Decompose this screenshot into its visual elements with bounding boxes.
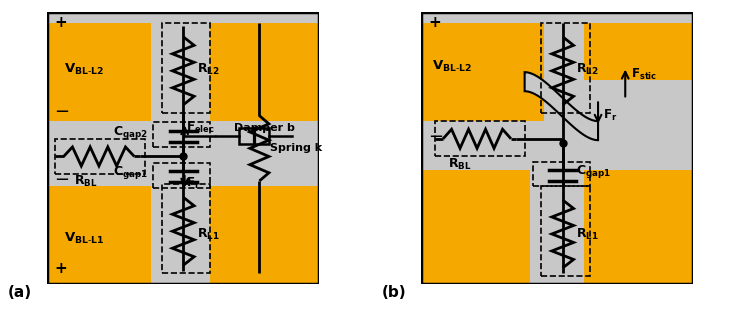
Bar [162,184,210,273]
Text: −: − [428,128,444,146]
Bar [584,121,693,170]
Text: $\mathbf{F_{elec}}$: $\mathbf{F_{elec}}$ [186,121,215,135]
Bar [153,122,210,147]
Text: $\mathbf{F_{stic}}$: $\mathbf{F_{stic}}$ [631,67,657,83]
Text: (b): (b) [381,285,406,300]
Bar [239,128,269,144]
Text: Spring k: Spring k [270,143,322,153]
Bar [55,139,145,174]
Bar [210,23,319,121]
Text: $\mathbf{C_{gap1}}$: $\mathbf{C_{gap1}}$ [113,164,148,181]
Text: $\mathbf{R_{L1}}$: $\mathbf{R_{L1}}$ [197,226,220,242]
Text: +: + [428,15,441,30]
Bar [533,162,590,186]
Text: $\mathbf{V_{BL\text{-}L2}}$: $\mathbf{V_{BL\text{-}L2}}$ [64,62,104,77]
Text: $\mathbf{V_{BL\text{-}L2}}$: $\mathbf{V_{BL\text{-}L2}}$ [432,59,473,74]
Bar [421,23,544,121]
Text: +: + [54,15,67,30]
Text: +: + [54,261,67,277]
Bar [210,148,319,186]
Bar [162,23,210,113]
Text: $\mathbf{C_{gap2}}$: $\mathbf{C_{gap2}}$ [113,124,148,141]
Text: (a): (a) [7,285,31,300]
Text: $\mathbf{R_{L1}}$: $\mathbf{R_{L1}}$ [576,226,599,242]
Bar [421,170,530,284]
Text: $\mathbf{F_r}$: $\mathbf{F_r}$ [604,108,618,123]
Bar [47,121,319,148]
Bar [421,121,544,170]
Text: $\mathbf{R_{L2}}$: $\mathbf{R_{L2}}$ [197,62,220,77]
Polygon shape [524,72,598,140]
Bar [47,186,150,284]
Bar [153,163,210,188]
Bar [544,23,584,121]
Bar [435,121,524,156]
Text: $\mathbf{C_{gap1}}$: $\mathbf{C_{gap1}}$ [576,163,612,180]
Text: −: − [54,103,70,121]
Bar [210,186,319,284]
Text: $\mathbf{F_r}$: $\mathbf{F_r}$ [186,176,200,191]
Bar [544,121,584,170]
Bar [150,186,210,284]
Text: $\mathbf{R_{BL}}$: $\mathbf{R_{BL}}$ [449,157,472,172]
Bar [150,148,210,186]
Bar [47,23,150,121]
Bar [584,23,693,80]
Bar [584,170,693,284]
Bar [530,170,584,284]
Text: $\mathbf{R_{L2}}$: $\mathbf{R_{L2}}$ [576,62,599,77]
Bar [47,148,150,186]
Text: $\mathbf{V_{BL\text{-}L1}}$: $\mathbf{V_{BL\text{-}L1}}$ [64,231,104,246]
Bar [541,186,590,276]
Text: Damper b: Damper b [234,123,295,133]
Text: $\mathbf{R_{BL}}$: $\mathbf{R_{BL}}$ [75,173,98,188]
Bar [584,80,693,121]
Bar [541,23,590,113]
Bar [150,23,210,121]
Text: −: − [54,171,70,189]
